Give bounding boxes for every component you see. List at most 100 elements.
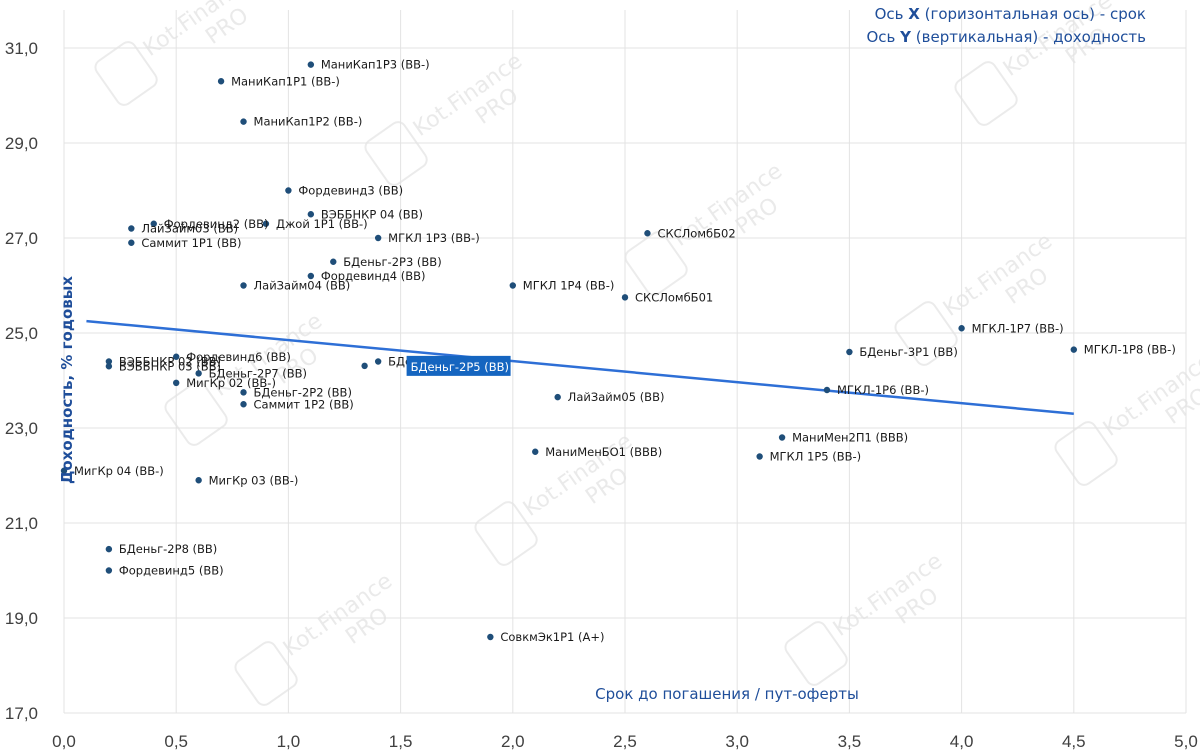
data-point[interactable] bbox=[105, 545, 113, 553]
x-tick-label: 4,0 bbox=[950, 732, 974, 751]
y-tick-label: 31,0 bbox=[5, 39, 38, 58]
data-label: БДеньг-2Р8 (BB) bbox=[119, 542, 217, 556]
data-point[interactable] bbox=[307, 272, 315, 280]
data-label: ЛайЗайм05 (BB) bbox=[568, 390, 665, 404]
data-point[interactable] bbox=[105, 567, 113, 574]
data-point[interactable] bbox=[509, 282, 516, 289]
data-label: Фордевинд5 (BB) bbox=[119, 564, 224, 578]
axis-legend: Ось X (горизонтальная ось) - срок Ось Y (… bbox=[866, 5, 1146, 46]
data-label: Саммит 1Р1 (BB) bbox=[141, 236, 241, 250]
highlight-box bbox=[406, 355, 511, 376]
cat-icon bbox=[1054, 421, 1118, 486]
data-point[interactable] bbox=[128, 239, 135, 246]
data-label: МГКЛ 1Р5 (BB-) bbox=[770, 450, 862, 464]
data-label: ЛайЗайм04 (BB) bbox=[254, 279, 351, 293]
data-point[interactable] bbox=[823, 386, 831, 394]
data-label: ВЭББНКР 03 (BB) bbox=[119, 359, 221, 373]
data-point[interactable] bbox=[307, 61, 315, 68]
data-label: БДеньг-2Р7 (BB) bbox=[209, 366, 307, 380]
highlighted-point[interactable]: БДеньг-2Р5 (BB) bbox=[361, 355, 511, 376]
x-axis-ticks: 0,0 0,5 1,0 1,5 2,0 2,5 3,0 3,5 4,0 4,5 5,0 bbox=[52, 732, 1198, 751]
x-tick-label: 0,0 bbox=[52, 732, 76, 751]
data-point[interactable] bbox=[1070, 346, 1078, 353]
data-label: ВЭББНКР 04 (BB) bbox=[321, 207, 423, 221]
legend-line: Ось X (горизонтальная ось) - срок bbox=[875, 5, 1146, 23]
data-point[interactable] bbox=[621, 294, 629, 301]
trendline bbox=[86, 319, 1074, 415]
x-tick-label: 1,0 bbox=[277, 732, 301, 751]
data-label: МГКЛ-1Р8 (BB-) bbox=[1084, 343, 1176, 357]
data-point[interactable] bbox=[195, 477, 202, 484]
data-point[interactable] bbox=[361, 362, 368, 370]
data-points: МаниКап1Р3 (BB-) МаниКап1Р1 (BB-) МаниКап1… bbox=[60, 58, 1176, 644]
x-tick-label: 2,5 bbox=[613, 732, 637, 751]
cat-icon bbox=[474, 501, 538, 566]
cat-icon bbox=[164, 381, 228, 446]
data-point[interactable] bbox=[285, 187, 292, 194]
cat-icon bbox=[364, 121, 428, 186]
x-tick-label: 1,5 bbox=[389, 732, 413, 751]
data-label: ЛайЗайм03 (BB) bbox=[141, 222, 238, 236]
data-point[interactable] bbox=[195, 370, 202, 377]
data-point[interactable] bbox=[374, 234, 382, 242]
cat-icon bbox=[624, 231, 688, 296]
data-point[interactable] bbox=[240, 118, 247, 125]
data-point[interactable] bbox=[150, 220, 157, 227]
data-label: МигКр 04 (BB-) bbox=[74, 464, 164, 478]
x-tick-label: 2,0 bbox=[501, 732, 525, 751]
data-label: БДеньг-2Р3 (BB) bbox=[343, 255, 441, 269]
cat-icon bbox=[894, 301, 958, 366]
x-tick-label: 3,0 bbox=[725, 732, 749, 751]
data-label: Фордевинд3 (BB) bbox=[298, 184, 403, 198]
data-label: МигКр 02 (BB-) bbox=[186, 376, 276, 390]
data-label: МГКЛ 1Р4 (BB-) bbox=[523, 279, 615, 293]
data-point[interactable] bbox=[128, 225, 135, 232]
x-tick-label: 5,0 bbox=[1174, 732, 1198, 751]
y-tick-label: 29,0 bbox=[5, 134, 38, 153]
data-point[interactable] bbox=[173, 353, 180, 360]
cat-icon bbox=[94, 41, 158, 106]
data-point[interactable] bbox=[105, 363, 113, 370]
cat-icon bbox=[954, 61, 1018, 126]
data-point[interactable] bbox=[173, 379, 180, 387]
data-point[interactable] bbox=[778, 434, 786, 441]
data-label: Саммит 1Р2 (BB) bbox=[254, 397, 354, 411]
data-point[interactable] bbox=[644, 230, 651, 237]
data-label: МаниМен2П1 (BBB) bbox=[792, 431, 908, 445]
data-point[interactable] bbox=[846, 348, 853, 356]
data-label: МаниКап1Р1 (BB-) bbox=[231, 74, 340, 88]
data-point[interactable] bbox=[105, 358, 113, 365]
data-point[interactable] bbox=[532, 448, 539, 455]
x-tick-label: 0,5 bbox=[164, 732, 188, 751]
data-point[interactable] bbox=[240, 389, 247, 396]
cat-icon bbox=[234, 641, 298, 706]
data-point[interactable] bbox=[262, 220, 270, 227]
y-tick-label: 17,0 bbox=[5, 704, 38, 723]
data-point[interactable] bbox=[554, 393, 561, 401]
data-label: Фордевинд4 (BB) bbox=[321, 269, 426, 283]
data-point[interactable] bbox=[487, 633, 494, 641]
data-point[interactable] bbox=[240, 401, 247, 408]
data-point[interactable] bbox=[330, 258, 337, 265]
y-tick-label: 27,0 bbox=[5, 229, 38, 248]
data-point[interactable] bbox=[307, 211, 315, 218]
data-point[interactable] bbox=[60, 467, 68, 474]
legend-line: Ось Y (вертикальная) - доходность bbox=[866, 28, 1146, 46]
data-point[interactable] bbox=[240, 282, 247, 289]
x-axis-title: Срок до погашения / пут-оферты bbox=[595, 685, 859, 703]
data-label: ВЭББНКР 02 (BB) bbox=[119, 355, 221, 369]
y-axis-title: Доходность, % годовых bbox=[58, 276, 76, 484]
data-point[interactable] bbox=[958, 325, 965, 332]
data-point[interactable] bbox=[756, 453, 763, 460]
y-axis-ticks: 17,0 19,0 21,0 23,0 25,0 27,0 29,0 31,0 bbox=[5, 39, 38, 723]
data-label: МГКЛ-1Р6 (BB-) bbox=[837, 383, 929, 397]
data-point[interactable] bbox=[217, 78, 225, 85]
y-tick-label: 23,0 bbox=[5, 419, 38, 438]
data-label: Джой 1Р1 (BB-) bbox=[276, 217, 368, 231]
highlight-label: БДеньг-2Р5 (BB) bbox=[411, 360, 509, 374]
data-point[interactable] bbox=[374, 358, 382, 365]
